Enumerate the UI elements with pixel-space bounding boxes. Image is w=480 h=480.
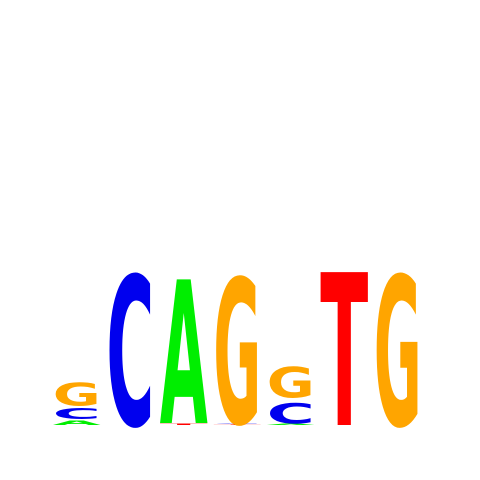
logo-letter-g-pos1: G [53,377,101,414]
logo-letter-c-pos5: C [267,397,315,429]
logo-letter-c-pos1: C [53,406,101,423]
logo-letter-t-pos6: T [320,231,368,475]
logo-letter-c-pos2: C [106,234,154,474]
logo-letter-g-pos5: G [267,359,315,408]
logo-letter-a-pos5: A [267,423,315,425]
logo-letter-t-pos3: T [160,423,208,425]
logo-letter-t-pos4: T [213,424,261,425]
logo-letter-g-pos4: G [213,239,261,471]
logo-letter-a-pos3: A [160,241,208,470]
logo-letter-a-pos1: A [53,419,101,426]
logo-letter-c-pos4: C [213,423,261,424]
logo-letter-g-pos7: G [374,235,422,474]
